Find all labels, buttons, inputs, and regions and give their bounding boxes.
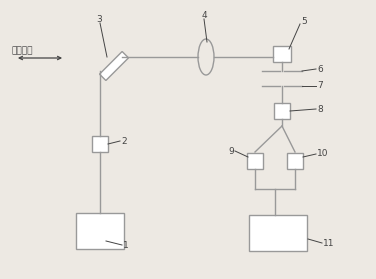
Text: 10: 10 (317, 150, 329, 158)
Bar (274, 103, 290, 119)
Text: 8: 8 (317, 105, 323, 114)
Text: 7: 7 (317, 81, 323, 90)
Polygon shape (100, 52, 129, 81)
Text: 11: 11 (323, 239, 335, 247)
Bar (249, 215, 307, 251)
Text: 4: 4 (202, 11, 208, 20)
Bar (92, 136, 108, 152)
Text: 9: 9 (228, 146, 234, 155)
Text: 3: 3 (96, 15, 102, 23)
Bar (247, 153, 263, 169)
Text: 2: 2 (121, 136, 127, 146)
Text: 5: 5 (301, 18, 307, 27)
Text: 前后移动: 前后移动 (12, 47, 33, 56)
Bar (76, 213, 124, 249)
Bar (287, 153, 303, 169)
Text: 6: 6 (317, 64, 323, 73)
Bar (273, 46, 291, 62)
Text: 1: 1 (123, 240, 129, 249)
